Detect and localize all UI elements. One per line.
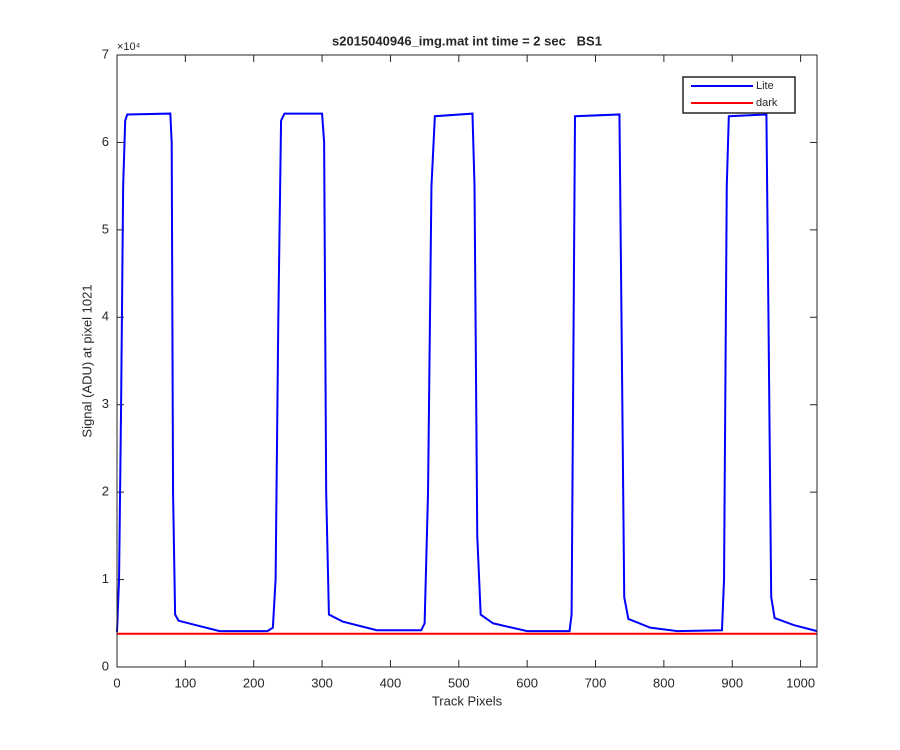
line-series [116, 112, 818, 633]
x-tick-label: 500 [448, 675, 470, 690]
chart-title: s2015040946_img.mat int time = 2 sec BS1 [332, 33, 602, 48]
y-tick-label: 7 [102, 46, 109, 61]
x-tick-label: 900 [721, 675, 743, 690]
y-tick-label: 1 [102, 571, 109, 586]
y-tick-label: 0 [102, 658, 109, 673]
y-tick-label: 6 [102, 134, 109, 149]
legend-box [682, 76, 796, 114]
y-tick-label: 3 [102, 396, 109, 411]
x-tick-label: 200 [243, 675, 265, 690]
y-axis-label: Signal (ADU) at pixel 1021 [79, 284, 94, 437]
x-tick-label: 700 [585, 675, 607, 690]
x-tick-label: 0 [113, 675, 120, 690]
x-tick-label: 1000 [786, 675, 815, 690]
y-tick-label: 2 [102, 484, 109, 499]
x-axis-label: Track Pixels [432, 693, 503, 708]
x-tick-label: 300 [311, 675, 333, 690]
legend-label: dark [756, 97, 778, 109]
y-multiplier: ×10⁴ [117, 41, 141, 53]
x-tick-label: 800 [653, 675, 675, 690]
x-tick-label: 600 [516, 675, 538, 690]
x-tick-label: 400 [380, 675, 402, 690]
y-tick-label: 4 [102, 309, 109, 324]
plot-frame [116, 54, 818, 668]
x-tick-label: 100 [175, 675, 197, 690]
y-tick-label: 5 [102, 221, 109, 236]
legend-label: Lite [756, 80, 774, 92]
